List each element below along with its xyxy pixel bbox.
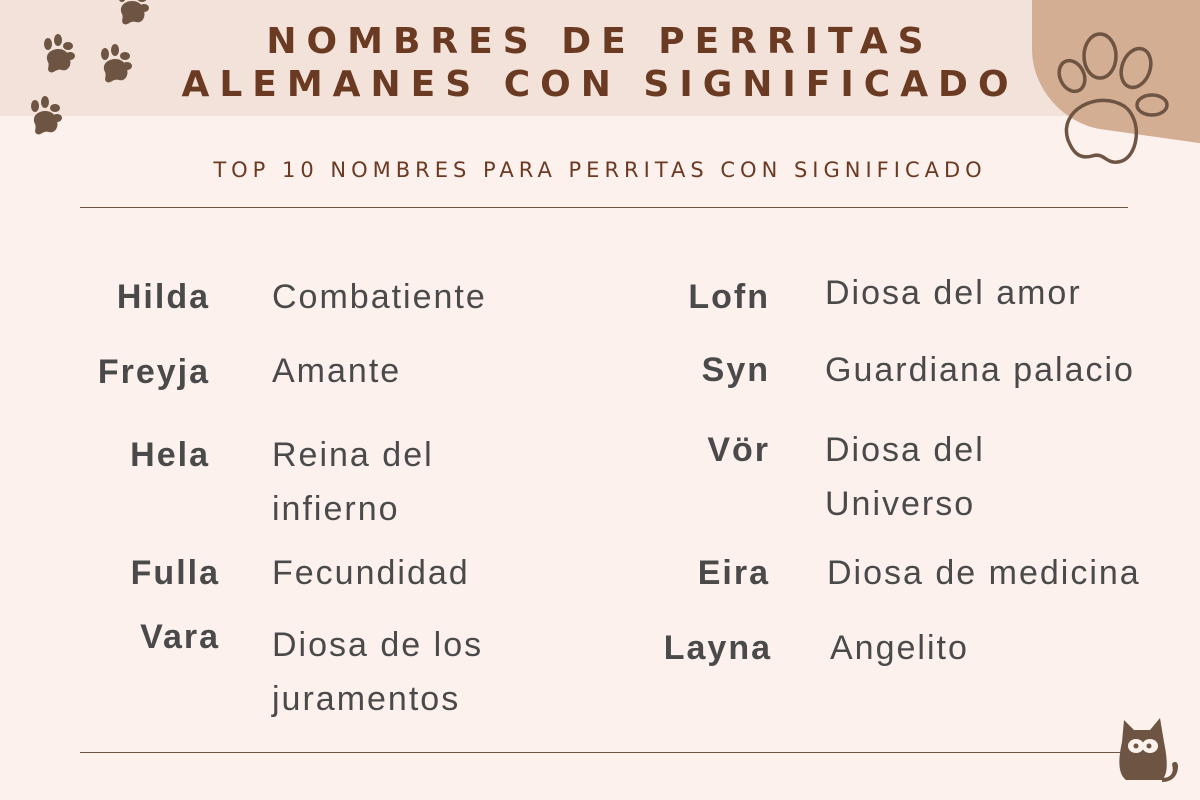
meaning-item: Amante bbox=[272, 352, 402, 390]
name-item: Fulla bbox=[130, 554, 220, 592]
name-item: Vara bbox=[140, 618, 220, 656]
name-item: Lofn bbox=[688, 278, 770, 316]
name-item: Hela bbox=[130, 436, 210, 474]
divider-top bbox=[80, 207, 1128, 208]
paw-outline-icon bbox=[1057, 32, 1169, 164]
name-item: Eira bbox=[697, 554, 770, 592]
meaning-item: Diosa del Universo bbox=[825, 431, 985, 523]
cat-icon bbox=[1119, 718, 1178, 782]
meaning-item: Diosa de los juramentos bbox=[272, 626, 484, 718]
meaning-item: Fecundidad bbox=[272, 554, 470, 592]
paw-prints-icon bbox=[31, 0, 149, 135]
meaning-item: Angelito bbox=[830, 629, 969, 667]
name-item: Vör bbox=[707, 431, 770, 469]
header-band bbox=[0, 0, 1200, 116]
name-item: Syn bbox=[701, 351, 770, 389]
page-title-line2: ALEMANES CON SIGNIFICADO bbox=[181, 64, 1019, 105]
divider-bottom bbox=[80, 752, 1128, 753]
name-item: Hilda bbox=[116, 278, 210, 316]
meaning-item: Diosa del amor bbox=[825, 274, 1082, 312]
name-item: Layna bbox=[663, 629, 772, 667]
meaning-item: Reina del infierno bbox=[272, 436, 434, 528]
name-item: Freyja bbox=[97, 353, 210, 391]
meaning-item: Combatiente bbox=[272, 278, 487, 316]
page-title-line1: NOMBRES DE PERRITAS bbox=[266, 21, 934, 62]
subtitle: TOP 10 NOMBRES PARA PERRITAS CON SIGNIFI… bbox=[213, 158, 987, 182]
meaning-item: Guardiana palacio bbox=[825, 351, 1135, 389]
meaning-item: Diosa de medicina bbox=[827, 554, 1141, 592]
